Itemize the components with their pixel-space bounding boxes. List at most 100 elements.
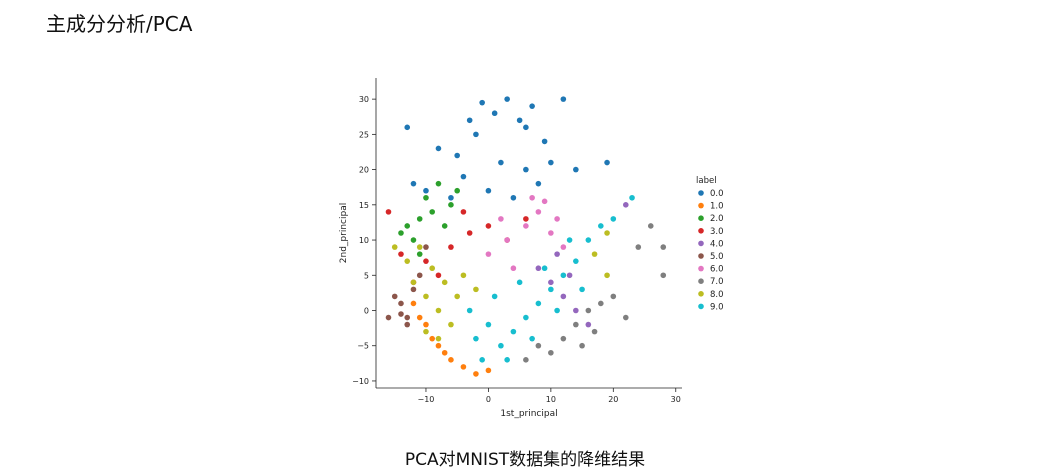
point-label-9-0 bbox=[560, 272, 567, 279]
figure-caption: PCA对MNIST数据集的降维结果 bbox=[404, 450, 646, 470]
y-tick-label: −5 bbox=[357, 342, 369, 351]
point-label-7-0 bbox=[579, 342, 585, 349]
legend-label: 6.0 bbox=[710, 265, 724, 275]
y-axis-label: 2nd_principal bbox=[339, 203, 349, 263]
point-label-6-0 bbox=[485, 251, 492, 257]
legend: label 0.0 1.0 2.0 3.0 4.0 5.0 6.0 7.0 8.0 9.0 bbox=[696, 176, 724, 312]
point-label-0-0 bbox=[479, 99, 485, 106]
legend-label: 0.0 bbox=[710, 189, 724, 199]
point-label-2-0 bbox=[416, 216, 423, 222]
point-label-1-0 bbox=[435, 342, 442, 349]
point-label-9-0 bbox=[573, 258, 579, 264]
point-label-6-0 bbox=[523, 223, 529, 229]
point-label-6-0 bbox=[498, 216, 504, 222]
page-heading: 主成分分析/PCA bbox=[46, 12, 193, 36]
point-label-5-0 bbox=[398, 311, 404, 317]
point-label-4-0 bbox=[554, 251, 560, 257]
point-label-9-0 bbox=[585, 237, 592, 243]
point-label-2-0 bbox=[404, 223, 411, 229]
point-label-3-0 bbox=[448, 244, 454, 250]
point-label-8-0 bbox=[460, 272, 467, 279]
point-label-0-0 bbox=[460, 173, 467, 180]
point-label-3-0 bbox=[485, 223, 492, 229]
points-layer bbox=[385, 96, 667, 377]
legend-marker bbox=[698, 228, 704, 234]
point-label-9-0 bbox=[598, 223, 604, 229]
point-label-1-0 bbox=[448, 357, 454, 363]
point-label-5-0 bbox=[423, 244, 429, 250]
point-label-2-0 bbox=[454, 187, 460, 194]
point-label-2-0 bbox=[410, 237, 417, 243]
ticks-layer: −10 0 10 20 30 −10 −5 0 5 10 15 20 25 30 bbox=[352, 95, 681, 404]
point-label-9-0 bbox=[466, 307, 473, 314]
point-label-7-0 bbox=[660, 244, 667, 250]
y-tick-label: 25 bbox=[359, 130, 369, 139]
point-label-9-0 bbox=[498, 342, 504, 349]
x-tick-label: 20 bbox=[608, 395, 618, 404]
point-label-3-0 bbox=[423, 258, 429, 264]
legend-marker bbox=[698, 240, 704, 247]
point-label-1-0 bbox=[410, 300, 417, 307]
point-label-7-0 bbox=[610, 293, 617, 300]
x-tick-label: 10 bbox=[546, 395, 556, 404]
point-label-6-0 bbox=[504, 237, 510, 243]
point-label-8-0 bbox=[416, 244, 423, 250]
y-tick-label: 15 bbox=[359, 201, 369, 210]
point-label-5-0 bbox=[416, 272, 423, 279]
point-label-7-0 bbox=[622, 314, 629, 321]
point-label-9-0 bbox=[516, 279, 523, 286]
legend-label: 1.0 bbox=[710, 202, 724, 212]
point-label-2-0 bbox=[398, 230, 404, 236]
point-label-1-0 bbox=[460, 364, 467, 370]
point-label-0-0 bbox=[604, 159, 610, 166]
legend-label: 4.0 bbox=[710, 239, 724, 249]
point-label-0-0 bbox=[523, 124, 529, 131]
y-tick-label: −10 bbox=[352, 377, 369, 386]
point-label-0-0 bbox=[560, 96, 567, 102]
point-label-5-0 bbox=[404, 321, 411, 328]
point-label-7-0 bbox=[560, 335, 567, 342]
point-label-3-0 bbox=[435, 272, 442, 279]
point-label-0-0 bbox=[435, 145, 442, 152]
point-label-6-0 bbox=[535, 209, 542, 215]
point-label-2-0 bbox=[429, 209, 436, 215]
point-label-4-0 bbox=[560, 293, 567, 300]
point-label-4-0 bbox=[573, 307, 579, 314]
point-label-9-0 bbox=[510, 328, 517, 335]
point-label-5-0 bbox=[385, 314, 392, 321]
point-label-7-0 bbox=[660, 272, 667, 279]
legend-marker bbox=[698, 202, 704, 209]
point-label-7-0 bbox=[598, 300, 604, 307]
legend-marker bbox=[698, 190, 704, 196]
legend-marker bbox=[698, 265, 704, 272]
point-label-9-0 bbox=[610, 216, 617, 222]
point-label-6-0 bbox=[548, 230, 554, 236]
point-label-1-0 bbox=[485, 367, 492, 374]
point-label-6-0 bbox=[541, 198, 548, 205]
point-label-8-0 bbox=[423, 293, 429, 300]
point-label-8-0 bbox=[410, 279, 417, 286]
point-label-2-0 bbox=[416, 251, 423, 257]
point-label-9-0 bbox=[529, 335, 535, 342]
point-label-0-0 bbox=[573, 166, 579, 173]
point-label-0-0 bbox=[535, 180, 542, 187]
point-label-1-0 bbox=[416, 314, 423, 321]
point-label-9-0 bbox=[629, 194, 635, 201]
point-label-8-0 bbox=[404, 258, 411, 264]
point-label-4-0 bbox=[535, 265, 542, 272]
point-label-0-0 bbox=[485, 187, 492, 194]
point-label-5-0 bbox=[391, 293, 398, 300]
point-label-9-0 bbox=[548, 286, 554, 293]
legend-marker bbox=[698, 278, 704, 285]
point-label-9-0 bbox=[579, 286, 585, 293]
point-label-0-0 bbox=[504, 96, 510, 102]
legend-marker bbox=[698, 215, 704, 221]
legend-label: 5.0 bbox=[710, 252, 724, 262]
point-label-6-0 bbox=[510, 265, 517, 272]
legend-title: label bbox=[696, 176, 717, 186]
point-label-8-0 bbox=[423, 328, 429, 335]
y-tick-label: 0 bbox=[364, 307, 369, 316]
point-label-3-0 bbox=[460, 209, 467, 215]
point-label-8-0 bbox=[473, 286, 479, 293]
